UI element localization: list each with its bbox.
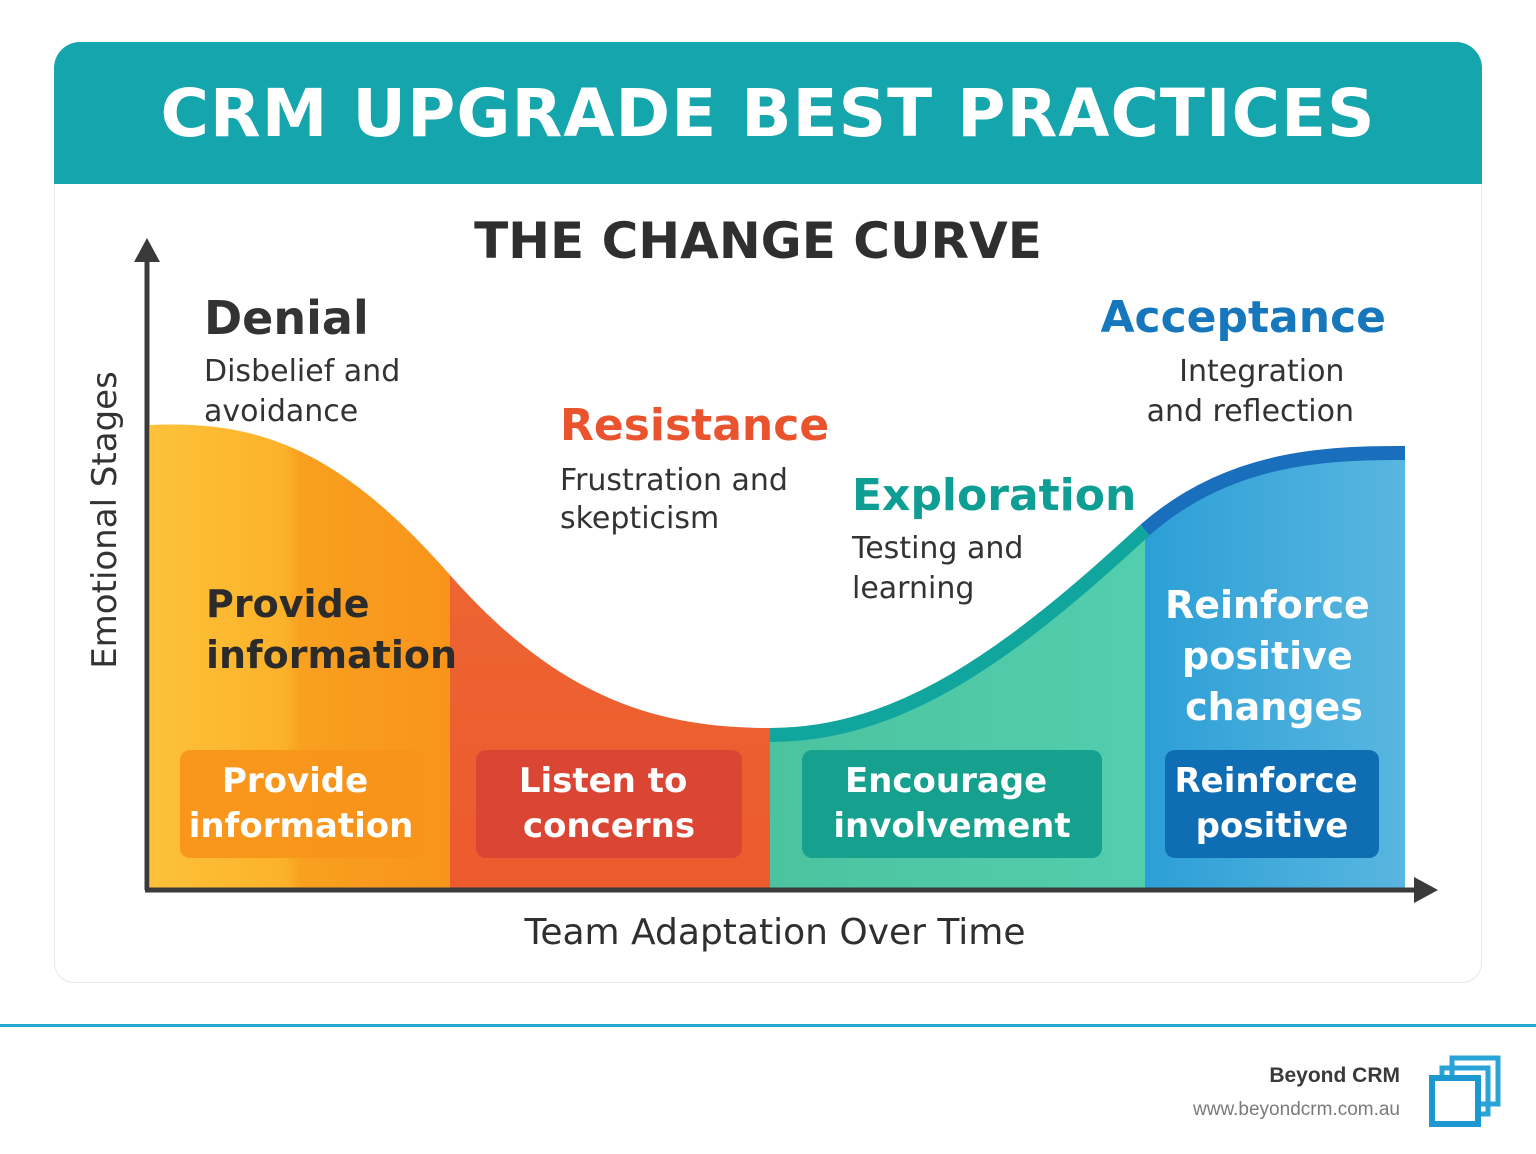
footer-divider [0,1024,1536,1027]
brand-website-link[interactable]: www.beyondcrm.com.au [1193,1099,1400,1120]
change-curve-diagram: THE CHANGE CURVE Emotional Stages Team A… [85,212,1438,953]
stage-action-line: Provide [206,582,369,626]
strategy-line: Listen to [519,761,688,801]
stage-desc-acceptance: Integration and reflection [1147,354,1354,429]
strategy-line: Encourage [845,761,1047,801]
strategy-text-exploration: Encourage involvement [833,761,1070,846]
stage-desc-line: Testing and [851,531,1023,566]
header-banner: CRM UPGRADE BEST PRACTICES [54,42,1482,184]
stage-title-exploration: Exploration [852,470,1136,521]
strategy-line: Provide [222,761,368,801]
strategy-box-acceptance [1165,750,1379,858]
stage-desc-line: skepticism [560,501,719,536]
stage-desc-denial: Disbelief and avoidance [204,354,410,429]
stage-action-line: changes [1185,685,1363,729]
strategy-line: Reinforce [1174,761,1357,801]
stage-desc-line: avoidance [204,394,358,429]
stage-action-line: information [206,633,457,677]
strategy-box-resistance [476,750,742,858]
strategy-line: positive [1196,806,1349,846]
stage-desc-exploration: Testing and learning [851,531,1033,606]
stage-title-denial: Denial [204,291,369,345]
stage-action-acceptance: Reinforce positive changes [1165,583,1383,729]
y-axis-arrow-icon [134,238,160,262]
stage-desc-line: Frustration and [560,463,788,498]
diagram-title: THE CHANGE CURVE [474,212,1042,270]
strategy-line: information [189,806,414,846]
stage-desc-line: Disbelief and [204,354,400,389]
exploration-curve-stroke [769,524,1150,742]
stage-action-line: positive [1182,634,1353,678]
strategy-text-acceptance: Reinforce positive [1174,761,1369,846]
strategy-line: concerns [523,806,695,846]
strategy-line: involvement [833,806,1070,846]
brand-name: Beyond CRM [1269,1064,1400,1087]
x-axis-arrow-icon [1414,877,1438,903]
stage-desc-line: Integration [1179,354,1344,389]
stage-title-resistance: Resistance [560,400,829,451]
strategy-box-denial [180,750,422,858]
strategy-box-exploration [802,750,1102,858]
beyond-crm-logo-icon [1429,1055,1501,1127]
stage-desc-line: learning [852,571,974,606]
x-axis-label: Team Adaptation Over Time [523,912,1025,953]
y-axis-label: Emotional Stages [85,371,125,669]
strategy-text-denial: Provide information [189,761,414,846]
stage-title-acceptance: Acceptance [1100,292,1386,343]
stage-desc-line: and reflection [1147,394,1354,429]
stage-desc-resistance: Frustration and skepticism [560,463,798,536]
stage-action-line: Reinforce [1165,583,1370,627]
strategy-text-resistance: Listen to concerns [519,761,699,846]
acceptance-curve-stroke [1140,446,1406,536]
page-title: CRM UPGRADE BEST PRACTICES [160,74,1376,152]
stage-action-denial: Provide information [206,582,457,677]
